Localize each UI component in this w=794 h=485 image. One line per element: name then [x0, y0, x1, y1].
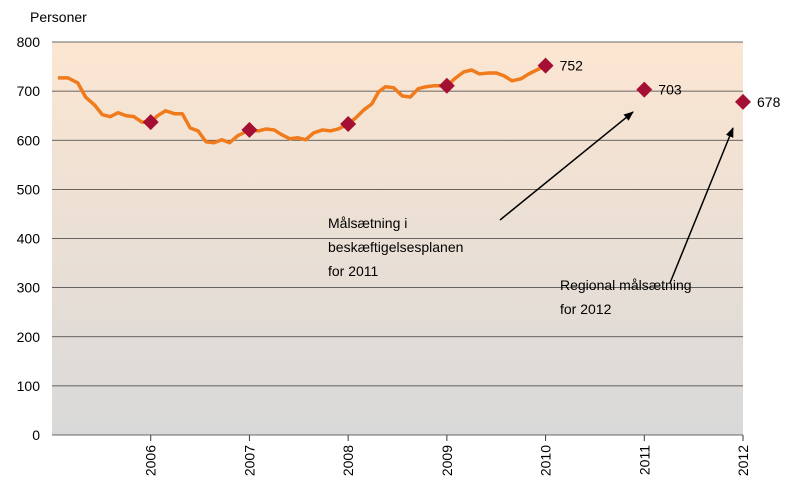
data-label: 703	[658, 82, 682, 98]
y-tick-label: 700	[17, 83, 41, 99]
x-tick-label: 2012	[735, 445, 751, 476]
annotation-arrow	[669, 127, 734, 284]
data-point	[241, 121, 258, 138]
annotation-text: for 2011	[328, 263, 379, 279]
data-point	[438, 77, 455, 94]
y-tick-label: 800	[17, 34, 41, 50]
data-point	[636, 81, 653, 98]
x-tick-label: 2006	[143, 445, 159, 476]
annotation-text: Regional målsætning	[560, 277, 692, 293]
annotation-text: beskæftigelsesplanen	[328, 239, 463, 255]
y-tick-label: 300	[17, 280, 41, 296]
y-tick-label: 600	[17, 132, 41, 148]
x-tick-label: 2008	[340, 445, 356, 476]
data-point	[340, 116, 357, 133]
y-tick-label: 200	[17, 329, 41, 345]
annotation-text: for 2012	[560, 301, 612, 317]
data-label: 678	[757, 94, 781, 110]
x-tick-label: 2007	[241, 445, 257, 476]
x-tick-label: 2010	[538, 445, 554, 476]
data-line	[57, 64, 547, 145]
y-tick-label: 0	[32, 427, 40, 443]
x-tick-label: 2011	[636, 445, 652, 475]
y-tick-label: 500	[17, 181, 41, 197]
data-point	[537, 57, 554, 74]
y-axis-label: Personer	[30, 9, 87, 25]
data-label: 752	[560, 58, 584, 74]
x-tick-label: 2009	[439, 445, 455, 476]
y-tick-label: 400	[17, 231, 41, 247]
y-tick-label: 100	[17, 378, 41, 394]
data-point	[142, 114, 159, 131]
annotation-arrow	[499, 111, 634, 221]
data-point	[735, 93, 751, 110]
annotation-text: Målsætning i	[328, 215, 407, 231]
